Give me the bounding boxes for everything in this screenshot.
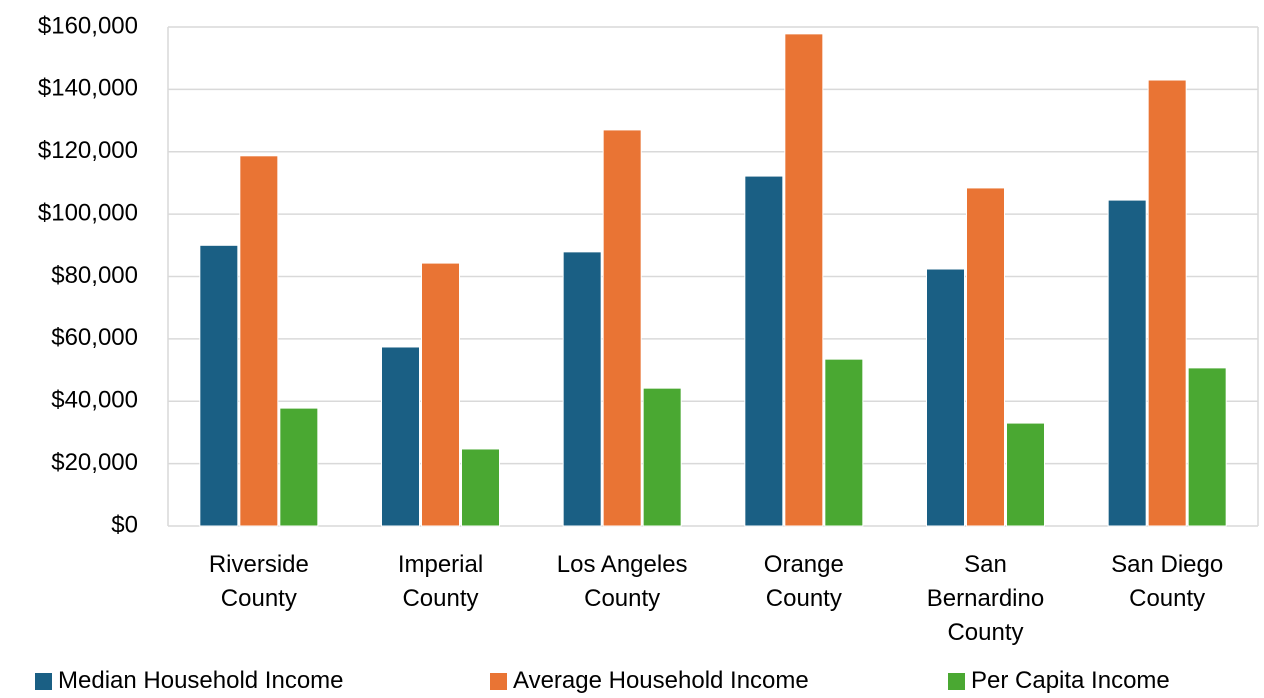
legend-swatch [948, 672, 965, 690]
legend: Median Household Income Average Household… [0, 667, 1264, 697]
x-tick-label: Los Angeles County [556, 551, 688, 612]
x-tick-label: San Bernardino County [926, 551, 1045, 646]
bar [966, 187, 1005, 527]
y-tick-label: $140,000 [38, 75, 138, 102]
legend-swatch [35, 672, 52, 690]
bar [1147, 79, 1187, 527]
bar [279, 407, 319, 527]
y-tick-label: $0 [111, 511, 138, 538]
legend-item: Median Household Income [35, 667, 344, 695]
bar [1006, 422, 1045, 527]
bar [1187, 367, 1227, 527]
y-tick-label: $60,000 [51, 324, 138, 351]
bar [824, 358, 864, 527]
bar [421, 262, 460, 527]
bar [642, 387, 682, 527]
y-tick-label: $160,000 [38, 12, 138, 39]
bar [461, 448, 500, 527]
y-tick-label: $80,000 [51, 262, 138, 289]
bar [562, 251, 602, 527]
y-tick-label: $120,000 [38, 137, 138, 164]
x-tick-label: San Diego County [1111, 551, 1224, 612]
legend-item: Average Household Income [490, 667, 809, 695]
legend-item: Per Capita Income [948, 667, 1170, 695]
legend-label: Per Capita Income [971, 667, 1170, 694]
bar [926, 268, 965, 527]
legend-label: Median Household Income [58, 667, 344, 694]
bar [1107, 199, 1147, 527]
bar [381, 346, 420, 527]
y-tick-label: $40,000 [51, 387, 138, 414]
bar [744, 175, 784, 527]
y-tick-label: $100,000 [38, 199, 138, 226]
bar [239, 155, 279, 527]
bar [602, 129, 642, 527]
y-tick-label: $20,000 [51, 449, 138, 476]
bar [784, 33, 824, 527]
legend-swatch [490, 672, 507, 690]
bar [199, 244, 239, 527]
x-tick-label: Imperial County [397, 551, 484, 612]
x-tick-label: Orange County [763, 551, 844, 612]
legend-label: Average Household Income [513, 667, 809, 694]
x-tick-label: Riverside County [208, 551, 309, 612]
